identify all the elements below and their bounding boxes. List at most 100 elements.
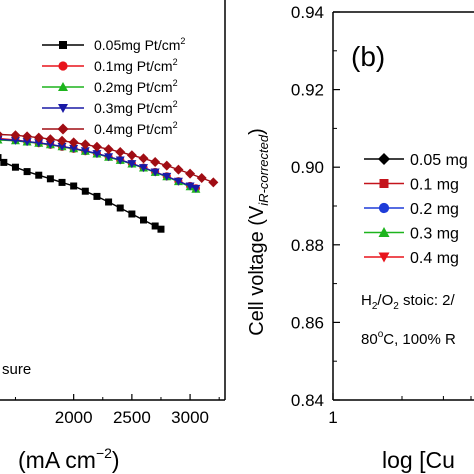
series-4-point xyxy=(34,139,44,148)
panel-b-y-tick-label: 0.90 xyxy=(291,158,324,177)
legend-marker xyxy=(58,104,68,113)
series-4-point xyxy=(191,184,201,193)
series-5-point xyxy=(185,168,196,179)
panel-b: 0.84 0.86 0.88 0.90 0.92 0.94 1 (b) 0.05 mg 0.1… xyxy=(246,3,474,473)
series-5-point xyxy=(173,164,184,175)
legend-label: 0.1mg Pt/cm2 xyxy=(94,57,178,74)
series-1-line xyxy=(0,158,162,230)
legend-entry-1: 0.05mg Pt/cm2 xyxy=(42,36,185,53)
series-1-point xyxy=(105,198,113,206)
series-1-point xyxy=(151,222,159,230)
panel-b-legend-entry-1: 0.05 mg xyxy=(364,152,468,169)
series-4-point xyxy=(139,164,149,173)
series-4-point xyxy=(127,160,137,169)
series-4-point xyxy=(57,142,67,151)
series-4-point xyxy=(22,138,32,147)
series-5 xyxy=(0,130,219,188)
legend-entry-3: 0.2mg Pt/cm2 xyxy=(42,78,178,95)
panel-b-legend: 0.05 mg 0.1 mg 0.2 mg 0.3 mg 0.4 mg xyxy=(364,152,468,267)
series-4-point xyxy=(150,168,160,177)
panel-b-x-tick-label: 1 xyxy=(328,408,337,427)
series-4-point xyxy=(69,144,79,153)
x-tick-label: 3000 xyxy=(171,408,209,427)
panel-b-legend-label: 0.3 mg xyxy=(410,226,459,243)
series-4-point xyxy=(45,140,55,149)
series-4-point xyxy=(80,147,90,156)
panel-b-legend-entry-3: 0.2 mg xyxy=(364,201,459,218)
series-5-point xyxy=(57,135,68,146)
legend-label: 0.2mg Pt/cm2 xyxy=(94,78,178,95)
panel-b-y-tick-label: 0.94 xyxy=(291,3,324,22)
series-5-point xyxy=(126,150,137,161)
series-5-point xyxy=(103,144,114,155)
series-1-point xyxy=(0,158,8,166)
series-4-point xyxy=(173,177,183,186)
legend-marker xyxy=(57,123,69,135)
legend-entry-2: 0.1mg Pt/cm2 xyxy=(42,57,178,74)
panel-b-legend-label: 0.1 mg xyxy=(410,177,459,194)
panel-b-label: (b) xyxy=(351,41,385,72)
legend-entry-4: 0.3mg Pt/cm2 xyxy=(42,99,178,116)
series-5-point xyxy=(22,131,33,142)
panel-b-x-axis-label: log [Cu xyxy=(382,447,455,473)
panel-b-legend-marker xyxy=(378,252,390,263)
panel-b-legend-label: 0.2 mg xyxy=(410,201,459,218)
series-5-point xyxy=(10,130,21,141)
panel-b-legend-entry-4: 0.3 mg xyxy=(364,226,459,243)
panel-b-axes: 0.84 0.86 0.88 0.90 0.92 0.94 1 xyxy=(291,3,474,427)
x-tick-label: 2500 xyxy=(113,408,151,427)
series-3 xyxy=(0,136,201,193)
panel-b-legend-label: 0.4 mg xyxy=(410,250,459,267)
legend-entry-5: 0.4mg Pt/cm2 xyxy=(42,120,178,137)
series-1-point xyxy=(157,225,165,233)
series-1 xyxy=(0,154,165,233)
series-4-point xyxy=(0,135,3,141)
series-1-point xyxy=(11,163,19,171)
legend-label: 0.4mg Pt/cm2 xyxy=(94,120,178,137)
series-3-point xyxy=(0,139,3,144)
series-5-point xyxy=(80,139,91,150)
panel-b-legend-label: 0.05 mg xyxy=(410,152,468,169)
panel-b-annotation-gas: H2/O2 stoic: 2/ xyxy=(361,292,455,312)
series-4 xyxy=(0,135,201,193)
legend-marker xyxy=(59,41,67,49)
panel-a-annotation: sure xyxy=(2,361,31,378)
legend-marker xyxy=(58,61,68,71)
panel-b-y-tick-label: 0.92 xyxy=(291,81,324,100)
panel-b-legend-marker xyxy=(378,202,390,214)
series-1-point xyxy=(70,182,78,190)
panel-a-series xyxy=(0,130,219,233)
panel-b-legend-entry-5: 0.4 mg xyxy=(364,250,459,267)
series-1-point xyxy=(116,204,124,212)
panel-b-y-tick-label: 0.88 xyxy=(291,236,324,255)
x-tick-label: 2000 xyxy=(55,408,93,427)
legend-label: 0.05mg Pt/cm2 xyxy=(94,36,185,53)
series-4-point xyxy=(10,136,20,145)
series-5-point xyxy=(0,131,3,138)
panel-b-legend-marker xyxy=(378,153,390,165)
panel-b-y-axis-label: Cell voltage (ViR-corrected) xyxy=(246,128,271,336)
panel-b-y-tick-label: 0.86 xyxy=(291,313,324,332)
series-5-point xyxy=(68,137,79,148)
series-5-point xyxy=(138,153,149,164)
series-4-point xyxy=(104,153,114,162)
panel-b-annotation-temp: 80oC, 100% R xyxy=(361,329,456,348)
series-1-point xyxy=(46,175,54,183)
series-5-point xyxy=(161,160,172,171)
series-1-point xyxy=(93,192,101,200)
panel-a: 0.05mg Pt/cm2 0.1mg Pt/cm2 0.2mg Pt/cm2 0.3… xyxy=(0,0,226,473)
series-1-point xyxy=(81,187,89,195)
legend-marker xyxy=(58,82,68,91)
series-4-point xyxy=(162,172,172,181)
series-5-point xyxy=(115,147,126,157)
series-1-point xyxy=(35,171,43,179)
panel-b-legend-entry-2: 0.1 mg xyxy=(364,177,459,194)
panel-a-legend: 0.05mg Pt/cm2 0.1mg Pt/cm2 0.2mg Pt/cm2 0.3… xyxy=(42,36,185,137)
series-1-point xyxy=(58,178,66,186)
series-5-point xyxy=(33,132,44,143)
series-4-point xyxy=(92,150,102,159)
panel-a-x-axis-label: (mA cm−2) xyxy=(18,445,120,473)
panel-b-legend-marker xyxy=(378,227,390,237)
series-1-point xyxy=(140,216,148,224)
